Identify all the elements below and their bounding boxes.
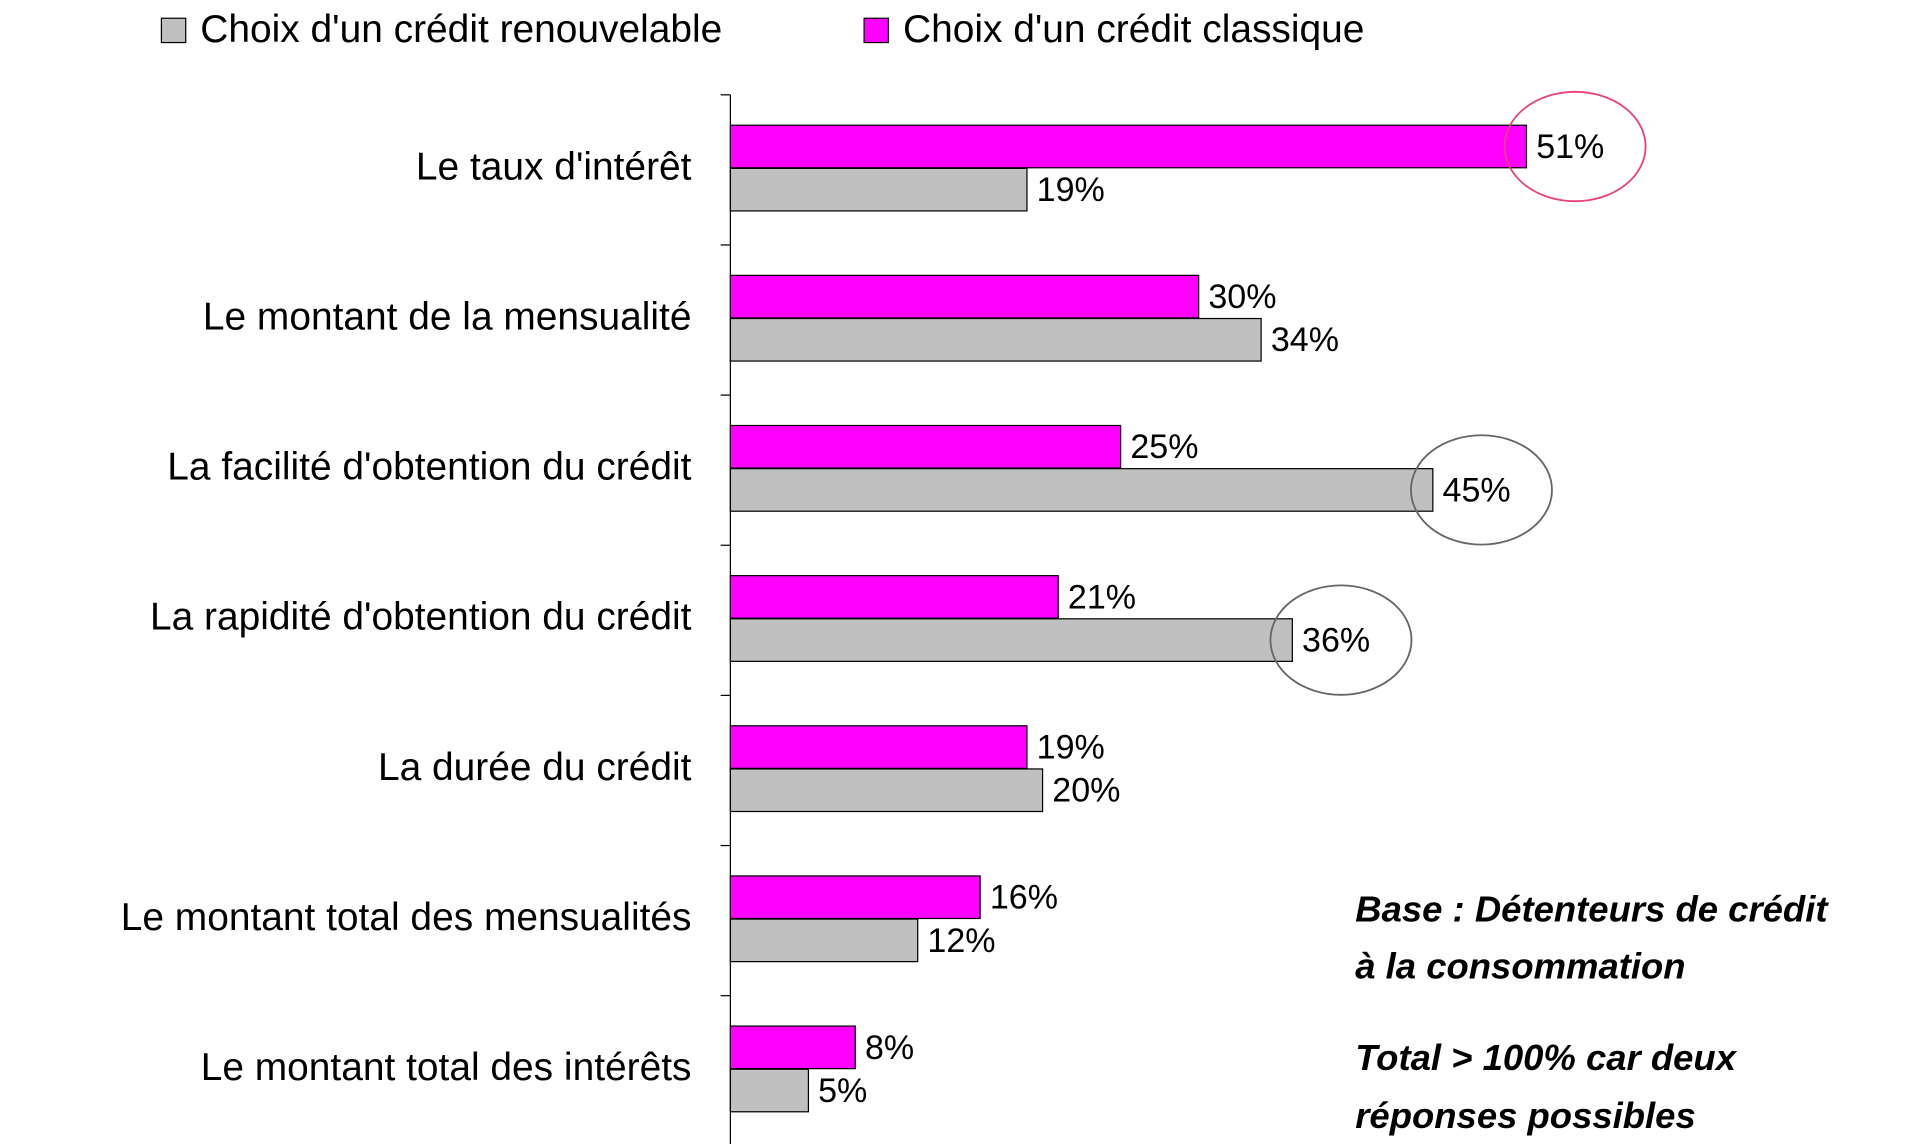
category-label: Le montant de la mensualité [203,295,692,338]
value-label: 16% [990,879,1058,917]
value-label: 12% [927,922,995,960]
bar [729,768,1044,813]
note: Total > 100% car deux [1355,1037,1737,1078]
highlight-circle [1503,90,1647,203]
bar [729,167,1028,212]
highlight-circle [1269,584,1413,696]
value-label: 34% [1271,321,1339,359]
note: réponses possibles [1355,1095,1696,1136]
legend-swatch [863,17,890,44]
bar [729,575,1059,619]
bar [729,618,1293,662]
bar [729,918,919,963]
category-label: Le taux d'intérêt [416,145,692,188]
bar [729,875,981,920]
legend-swatch [160,17,187,44]
value-label: 19% [1037,171,1105,209]
category-label: La durée du crédit [378,746,692,789]
category-label: Le montant total des intérêts [201,1046,692,1089]
legend-label: Choix d'un crédit renouvelable [200,8,722,51]
value-label: 25% [1130,428,1198,466]
category-label: La facilité d'obtention du crédit [167,446,691,489]
value-label: 21% [1068,578,1136,616]
value-label: 8% [865,1029,914,1067]
value-label: 19% [1037,728,1105,766]
value-label: 36% [1302,621,1370,659]
bar [729,1025,856,1070]
value-label: 5% [818,1072,867,1110]
bar [729,468,1434,512]
bar [729,725,1028,769]
note: Base : Détenteurs de crédit [1355,888,1829,929]
legend-label: Choix d'un crédit classique [903,8,1364,51]
value-label: 30% [1208,278,1276,316]
value-label: 45% [1443,471,1511,509]
value-label: 20% [1052,772,1120,810]
category-label: La rapidité d'obtention du crédit [150,596,692,639]
bar [729,274,1200,319]
value-label: 51% [1536,128,1604,166]
bar [729,317,1262,362]
category-label: Le montant total des mensualités [121,896,692,939]
note: à la consommation [1355,946,1685,987]
bar [729,424,1122,469]
bar [729,124,1528,169]
highlight-circle [1410,434,1553,546]
bar [729,1068,810,1113]
